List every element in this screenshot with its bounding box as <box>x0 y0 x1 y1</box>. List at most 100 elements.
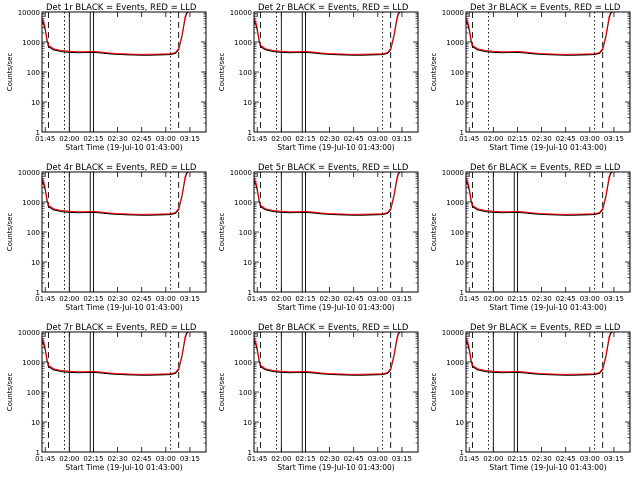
y-tick-label: 10000 <box>230 329 252 337</box>
x-tick-label: 03:15 <box>392 295 412 303</box>
x-tick-label: 02:45 <box>132 135 152 143</box>
detector-panel-9: Det 9r BLACK = Events, RED = LLD 1 10 100 10… <box>430 323 631 472</box>
x-axis-label: Start Time (19-Jul-10 01:43:00) <box>489 463 606 472</box>
x-tick-label: 02:30 <box>319 455 339 463</box>
y-tick-label: 10 <box>31 419 40 427</box>
x-tick-label: 02:15 <box>83 455 103 463</box>
y-tick-label: 1000 <box>446 39 464 47</box>
y-tick-label: 1 <box>36 289 40 297</box>
x-tick-label: 01:45 <box>247 295 267 303</box>
x-tick-label: 02:00 <box>271 455 291 463</box>
y-tick-label: 10 <box>31 259 40 267</box>
panel-title: Det 3r BLACK = Events, RED = LLD <box>470 3 621 13</box>
x-tick-label: 03:00 <box>580 135 600 143</box>
axes-frame <box>253 331 419 453</box>
x-axis-label: Start Time (19-Jul-10 01:43:00) <box>489 143 606 152</box>
series-line-lld <box>254 12 410 55</box>
y-axis-label: Counts/sec <box>430 53 438 92</box>
detector-panel-6: Det 6r BLACK = Events, RED = LLD 1 10 100 10… <box>430 163 631 312</box>
y-tick-label: 10000 <box>230 9 252 17</box>
y-tick-label: 10000 <box>442 329 464 337</box>
series-line-lld <box>42 172 198 215</box>
x-tick-label: 02:30 <box>531 295 551 303</box>
detector-panel-2: Det 2r BLACK = Events, RED = LLD 1 10 100 10… <box>218 3 419 152</box>
y-tick-label: 1000 <box>446 199 464 207</box>
y-tick-label: 100 <box>451 69 464 77</box>
x-tick-label: 02:45 <box>344 455 364 463</box>
x-axis-label: Start Time (19-Jul-10 01:43:00) <box>489 303 606 312</box>
y-axis-label: Counts/sec <box>430 213 438 252</box>
y-tick-label: 1 <box>248 289 252 297</box>
x-tick-label: 02:15 <box>295 295 315 303</box>
x-tick-label: 03:15 <box>604 295 624 303</box>
axes-frame <box>253 171 419 293</box>
x-tick-label: 03:00 <box>580 295 600 303</box>
y-tick-label: 100 <box>239 229 252 237</box>
axes-frame <box>465 331 631 453</box>
series-line-lld <box>466 172 622 215</box>
detector-panel-8: Det 8r BLACK = Events, RED = LLD 1 10 100 10… <box>218 323 419 472</box>
axes-frame <box>41 171 207 293</box>
x-tick-label: 01:45 <box>459 455 479 463</box>
y-axis-label: Counts/sec <box>430 373 438 412</box>
x-tick-label: 02:15 <box>507 135 527 143</box>
y-tick-label: 1 <box>460 129 464 137</box>
x-axis-label: Start Time (19-Jul-10 01:43:00) <box>65 143 182 152</box>
x-tick-label: 02:45 <box>344 135 364 143</box>
x-tick-label: 03:15 <box>180 455 200 463</box>
panel-title: Det 1r BLACK = Events, RED = LLD <box>46 3 197 13</box>
y-tick-label: 10 <box>243 99 252 107</box>
axes-frame <box>465 171 631 293</box>
y-tick-label: 1 <box>460 449 464 457</box>
x-tick-label: 02:45 <box>556 135 576 143</box>
x-tick-label: 02:15 <box>507 295 527 303</box>
x-tick-label: 01:45 <box>247 135 267 143</box>
x-tick-label: 01:45 <box>35 295 55 303</box>
series-line-lld <box>466 12 622 55</box>
panel-title: Det 8r BLACK = Events, RED = LLD <box>258 323 409 333</box>
series-line-events <box>42 172 198 216</box>
x-tick-label: 02:00 <box>59 135 79 143</box>
panel-title: Det 5r BLACK = Events, RED = LLD <box>258 163 409 173</box>
x-tick-label: 02:45 <box>344 295 364 303</box>
y-tick-label: 100 <box>239 69 252 77</box>
x-tick-label: 02:15 <box>83 295 103 303</box>
x-tick-label: 03:00 <box>368 295 388 303</box>
y-axis-label: Counts/sec <box>218 373 226 412</box>
y-tick-label: 1000 <box>446 359 464 367</box>
y-tick-label: 1000 <box>234 39 252 47</box>
x-tick-label: 02:45 <box>132 455 152 463</box>
x-tick-label: 02:00 <box>483 135 503 143</box>
series-line-lld <box>254 332 410 375</box>
y-tick-label: 1 <box>248 129 252 137</box>
x-tick-label: 01:45 <box>459 135 479 143</box>
y-tick-label: 1 <box>36 129 40 137</box>
x-tick-label: 01:45 <box>35 135 55 143</box>
x-tick-label: 02:00 <box>59 455 79 463</box>
panel-title: Det 4r BLACK = Events, RED = LLD <box>46 163 197 173</box>
x-tick-label: 02:45 <box>132 295 152 303</box>
x-tick-label: 02:45 <box>556 455 576 463</box>
y-tick-label: 10000 <box>18 329 40 337</box>
x-tick-label: 01:45 <box>247 455 267 463</box>
x-tick-label: 03:00 <box>156 455 176 463</box>
x-tick-label: 02:15 <box>295 135 315 143</box>
x-tick-label: 02:15 <box>295 455 315 463</box>
series-line-events <box>42 12 198 56</box>
axes-frame <box>41 11 207 133</box>
y-tick-label: 100 <box>451 389 464 397</box>
panel-title: Det 9r BLACK = Events, RED = LLD <box>470 323 621 333</box>
x-tick-label: 03:15 <box>180 135 200 143</box>
y-tick-label: 10 <box>243 259 252 267</box>
detector-panel-4: Det 4r BLACK = Events, RED = LLD 1 10 100 10… <box>6 163 207 312</box>
x-axis-label: Start Time (19-Jul-10 01:43:00) <box>277 303 394 312</box>
y-tick-label: 10 <box>455 99 464 107</box>
y-tick-label: 1000 <box>234 359 252 367</box>
x-tick-label: 02:30 <box>107 295 127 303</box>
x-axis-label: Start Time (19-Jul-10 01:43:00) <box>277 143 394 152</box>
x-tick-label: 02:45 <box>556 295 576 303</box>
series-line-events <box>466 12 622 56</box>
x-tick-label: 03:00 <box>156 135 176 143</box>
series-line-events <box>254 172 410 216</box>
panel-title: Det 7r BLACK = Events, RED = LLD <box>46 323 197 333</box>
